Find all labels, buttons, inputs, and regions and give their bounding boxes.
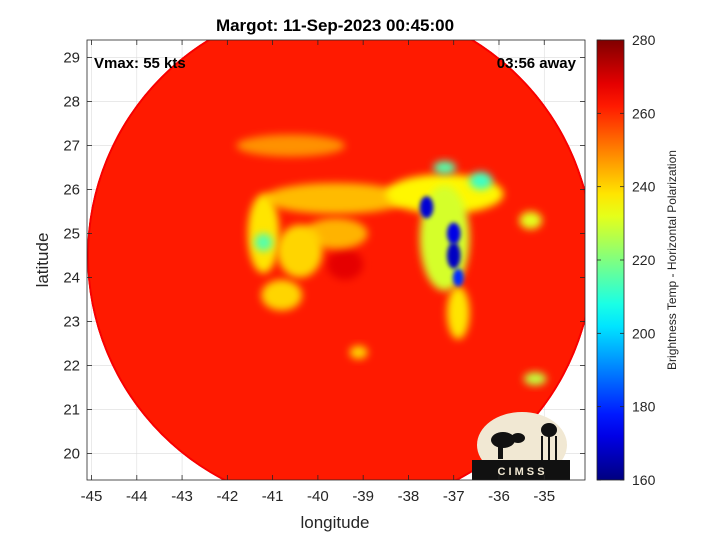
y-tick-label: 27	[63, 138, 80, 155]
y-tick-label: 29	[63, 50, 80, 67]
chart-title: Margot: 11-Sep-2023 00:45:00	[216, 16, 454, 35]
scan-footprint	[87, 40, 585, 480]
x-tick-label: -39	[352, 488, 374, 505]
y-axis-ticks	[87, 57, 585, 455]
colorbar-tick-label: 200	[632, 325, 656, 341]
y-tick-label: 21	[63, 402, 80, 419]
feature-east-tail	[446, 286, 470, 340]
y-axis-tick-labels: 20 21 22 23 24 25 26 27 28 29	[63, 50, 80, 463]
feature-eastern-band-lower	[452, 268, 464, 287]
x-axis-label: longitude	[300, 513, 369, 532]
y-tick-label: 22	[63, 358, 80, 375]
feature-eye	[326, 249, 364, 280]
x-tick-label: -37	[443, 488, 465, 505]
logo-tower-icon	[541, 423, 557, 460]
colorbar-tick-label: 240	[632, 179, 656, 195]
y-axis-label: latitude	[33, 233, 52, 288]
x-tick-label: -42	[217, 488, 239, 505]
colorbar-tick-label: 280	[632, 32, 656, 48]
feature-east-edge-spot	[519, 211, 542, 230]
colorbar-tick-label: 160	[632, 472, 656, 488]
y-tick-label: 25	[63, 226, 80, 243]
x-axis-tick-labels: -45 -44 -43 -42 -41 -40 -39 -38 -37 -36 -35	[81, 488, 555, 505]
feature-rainband-north-arc	[263, 183, 409, 214]
colorbar-tick-label: 260	[632, 105, 656, 121]
y-tick-label: 28	[63, 94, 80, 111]
colorbar-label: Brightness Temp - Horizontal Polarizatio…	[665, 150, 679, 370]
feature-northwest-band	[236, 134, 346, 157]
feature-northeast-shelf-spot-2	[433, 161, 456, 175]
y-tick-label: 20	[63, 446, 80, 463]
y-tick-label: 24	[63, 270, 80, 287]
colorbar-tick-label: 180	[632, 399, 656, 415]
plot-frame	[86, 39, 586, 481]
feature-eastern-band-mid	[446, 222, 461, 245]
feature-northeast-shelf-spot-1	[469, 172, 493, 190]
logo-dish-icon	[491, 432, 525, 459]
x-tick-label: -45	[81, 488, 103, 505]
feature-eastern-band-core	[446, 242, 461, 269]
x-tick-label: -36	[488, 488, 510, 505]
scan-edge	[87, 40, 585, 480]
feature-band-west-spot	[254, 233, 273, 252]
x-tick-label: -41	[262, 488, 284, 505]
feature-southeast-spot	[523, 372, 547, 386]
y-tick-label: 26	[63, 182, 80, 199]
colorbar-ramp	[596, 39, 625, 481]
x-tick-label: -40	[307, 488, 329, 505]
logo-band	[472, 460, 570, 480]
x-tick-label: -35	[533, 488, 555, 505]
feature-eastern-band-upper	[419, 196, 434, 219]
colorbar: 160 180 200 220 240 260 280 Brightness Temp - …	[596, 32, 679, 488]
x-tick-label: -43	[171, 488, 193, 505]
y-tick-label: 23	[63, 314, 80, 331]
time-away-annotation: 03:56 away	[497, 55, 577, 72]
feature-inner-eyewall-west	[277, 224, 323, 278]
colorbar-ticks: 160 180 200 220 240 260 280	[597, 32, 656, 488]
plot-area: C I M S S -45 -44 -43 -42 -41 -40 -39 -38 -37 -36…	[63, 39, 586, 505]
x-tick-label: -44	[126, 488, 148, 505]
logo-text: C I M S S	[497, 466, 544, 478]
cimss-logo: C I M S S	[472, 412, 570, 480]
feature-south-spot	[349, 345, 368, 359]
vmax-annotation: Vmax: 55 kts	[94, 55, 186, 72]
x-tick-label: -38	[398, 488, 420, 505]
colorbar-tick-label: 220	[632, 252, 656, 268]
feature-rainband-west-lower	[261, 279, 303, 311]
x-axis-ticks	[91, 40, 545, 480]
